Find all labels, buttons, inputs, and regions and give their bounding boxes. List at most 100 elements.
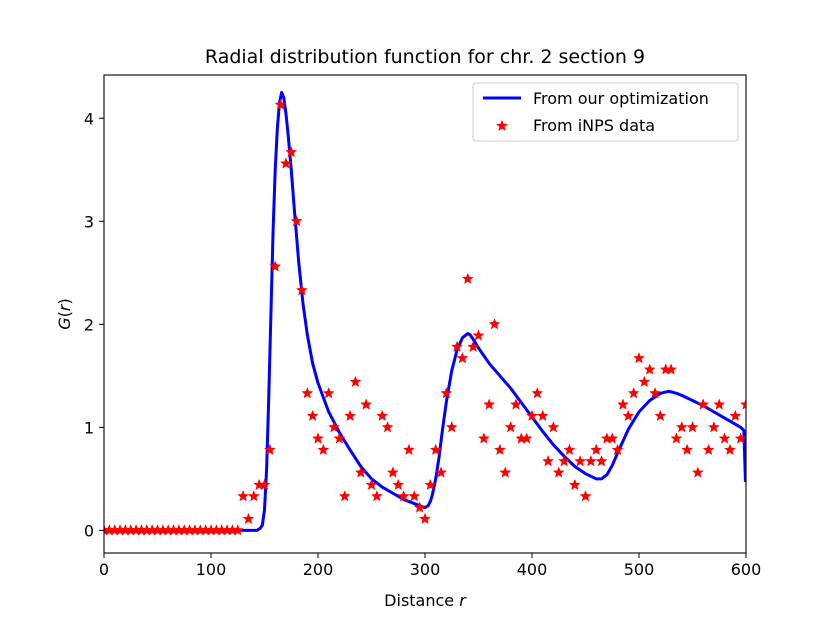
data-point-inps: [231, 524, 244, 536]
y-tick-label: 2: [84, 315, 94, 334]
data-point-inps: [333, 432, 346, 444]
data-point-inps: [691, 466, 704, 478]
data-point-inps: [509, 398, 522, 410]
y-axis-label: G(r): [55, 298, 74, 329]
data-point-inps: [547, 421, 560, 433]
data-point-inps: [445, 421, 458, 433]
data-point-inps: [392, 478, 405, 491]
data-point-inps: [723, 443, 736, 456]
data-point-inps: [675, 421, 688, 433]
y-axis-ticks: 0 1 2 3 4: [84, 109, 104, 540]
data-point-inps: [413, 501, 426, 513]
data-point-inps: [247, 490, 260, 502]
data-point-inps: [301, 387, 314, 399]
data-point-inps: [376, 409, 389, 422]
data-point-inps: [386, 466, 399, 478]
data-point-inps: [542, 455, 555, 467]
data-point-inps: [574, 455, 587, 467]
data-point-inps: [718, 432, 731, 444]
data-point-inps: [269, 260, 282, 272]
data-point-inps: [611, 443, 624, 456]
data-point-inps: [402, 443, 415, 456]
x-tick-label: 600: [731, 560, 762, 579]
legend-label-inps: From iNPS data: [533, 116, 655, 135]
data-point-inps: [472, 329, 485, 341]
y-axis-label-function: G: [55, 317, 74, 329]
data-point-inps: [638, 375, 651, 388]
data-point-inps: [397, 490, 410, 502]
data-point-inps: [584, 455, 597, 467]
data-point-inps: [627, 387, 640, 399]
y-axis-label-close-paren: ): [55, 298, 74, 304]
data-point-inps: [606, 432, 619, 444]
data-point-inps: [686, 421, 699, 433]
data-point-inps: [429, 443, 442, 456]
data-point-inps: [579, 490, 592, 502]
data-point-inps: [440, 387, 453, 399]
data-point-inps: [595, 455, 608, 467]
data-point-inps: [697, 398, 710, 410]
data-point-inps: [622, 409, 635, 422]
x-tick-label: 200: [303, 560, 334, 579]
data-point-inps: [381, 421, 394, 433]
data-point-inps: [237, 490, 250, 502]
x-axis-label-prefix: Distance: [384, 591, 454, 610]
data-point-inps: [258, 478, 271, 491]
data-point-inps: [707, 421, 720, 433]
data-point-inps: [729, 409, 742, 422]
y-tick-label: 4: [84, 109, 94, 128]
data-point-inps: [317, 443, 330, 456]
data-point-inps: [312, 432, 324, 444]
data-point-inps: [306, 409, 319, 422]
x-axis-ticks: 0 100 200 300 400 500 600: [99, 553, 761, 579]
data-point-inps: [526, 409, 538, 422]
data-point-inps: [702, 443, 715, 456]
data-point-inps: [499, 466, 512, 478]
data-point-inps: [665, 363, 678, 375]
data-point-inps: [360, 398, 373, 410]
data-point-inps: [354, 466, 367, 478]
data-point-inps: [338, 490, 351, 502]
data-point-inps: [633, 352, 645, 364]
data-point-inps: [408, 490, 421, 502]
data-point-inps: [285, 145, 298, 158]
data-point-inps: [558, 455, 571, 467]
legend-label-optimization: From our optimization: [533, 89, 709, 108]
data-point-inps: [461, 272, 474, 285]
data-point-inps: [713, 398, 726, 410]
data-point-inps: [616, 398, 629, 410]
data-point-inps: [424, 478, 437, 491]
data-point-inps: [504, 421, 517, 433]
legend-box: [472, 82, 739, 142]
x-axis-label-variable: r: [459, 591, 467, 610]
chart-title: Radial distribution function for chr. 2 …: [205, 46, 645, 68]
x-tick-label: 100: [196, 560, 227, 579]
data-point-inps: [349, 375, 362, 388]
y-tick-label: 1: [84, 418, 94, 437]
data-point-inps: [328, 421, 341, 433]
data-point-inps: [568, 478, 581, 491]
data-point-inps: [493, 443, 506, 456]
data-point-inps: [365, 478, 378, 491]
y-tick-label: 3: [84, 212, 94, 231]
data-point-inps: [279, 157, 292, 169]
data-point-inps: [670, 432, 683, 444]
legend: From our optimization From iNPS data: [472, 82, 739, 142]
x-tick-label: 400: [517, 560, 548, 579]
data-point-inps: [681, 443, 694, 456]
data-point-inps: [488, 318, 501, 330]
data-point-inps: [734, 432, 746, 444]
x-tick-label: 300: [410, 560, 441, 579]
x-axis-label: Distance r: [384, 591, 467, 610]
data-point-inps: [531, 387, 544, 399]
data-point-inps: [290, 214, 303, 227]
data-point-inps: [483, 398, 496, 410]
y-axis-label-variable: r: [55, 303, 74, 311]
data-point-inps: [451, 340, 464, 353]
data-point-inps: [435, 466, 448, 478]
data-point-inps: [242, 512, 255, 525]
x-tick-label: 500: [624, 560, 655, 579]
data-point-inps: [322, 387, 335, 399]
data-point-inps: [370, 490, 383, 502]
